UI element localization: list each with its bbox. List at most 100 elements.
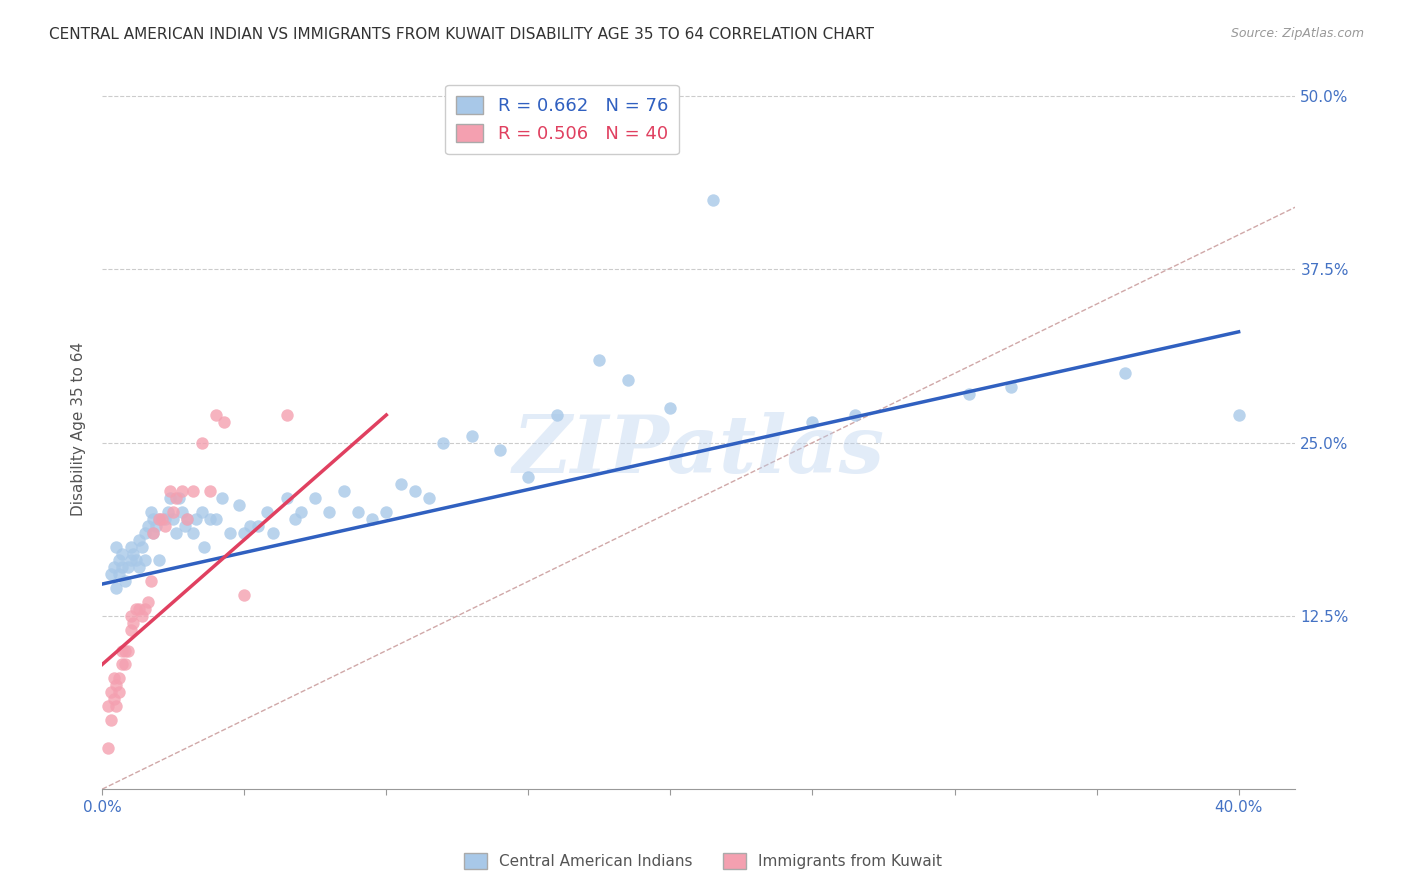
Point — [120, 553, 142, 567]
Point — [1227, 408, 1250, 422]
Y-axis label: Disability Age 35 to 64: Disability Age 35 to 64 — [72, 342, 86, 516]
Point — [108, 685, 131, 699]
Point — [125, 553, 148, 567]
Point — [108, 553, 131, 567]
Point — [128, 560, 150, 574]
Point — [125, 602, 148, 616]
Point — [173, 519, 195, 533]
Point — [105, 540, 128, 554]
Point — [153, 519, 176, 533]
Point — [128, 533, 150, 547]
Point — [198, 484, 221, 499]
Point — [148, 512, 170, 526]
Point — [418, 491, 440, 505]
Point — [97, 740, 120, 755]
Point — [159, 491, 181, 505]
Point — [142, 512, 165, 526]
Point — [145, 519, 167, 533]
Point — [181, 484, 204, 499]
Point — [148, 512, 170, 526]
Point — [304, 491, 326, 505]
Point — [131, 540, 153, 554]
Point — [117, 643, 139, 657]
Point — [136, 519, 159, 533]
Point — [111, 657, 134, 672]
Point — [114, 574, 136, 589]
Point — [404, 484, 426, 499]
Point — [233, 588, 256, 602]
Point — [193, 540, 215, 554]
Point — [128, 602, 150, 616]
Point — [120, 540, 142, 554]
Point — [120, 623, 142, 637]
Point — [184, 512, 207, 526]
Point — [546, 408, 568, 422]
Point — [100, 713, 122, 727]
Point — [120, 608, 142, 623]
Point — [122, 547, 145, 561]
Point — [142, 525, 165, 540]
Point — [205, 408, 228, 422]
Point — [702, 193, 724, 207]
Point — [332, 484, 354, 499]
Point — [276, 491, 298, 505]
Point — [97, 698, 120, 713]
Point — [103, 671, 125, 685]
Point — [262, 525, 284, 540]
Point — [134, 525, 156, 540]
Point — [276, 408, 298, 422]
Point — [165, 525, 187, 540]
Point — [136, 595, 159, 609]
Text: ZIPatlas: ZIPatlas — [513, 412, 884, 489]
Point — [122, 615, 145, 630]
Point — [318, 505, 340, 519]
Point — [111, 560, 134, 574]
Point — [432, 435, 454, 450]
Point — [105, 698, 128, 713]
Point — [389, 477, 412, 491]
Point — [347, 505, 370, 519]
Point — [117, 560, 139, 574]
Point — [659, 401, 682, 415]
Point — [256, 505, 278, 519]
Point — [460, 429, 482, 443]
Point — [162, 512, 184, 526]
Point — [801, 415, 824, 429]
Point — [957, 387, 980, 401]
Point — [176, 512, 198, 526]
Point — [228, 498, 250, 512]
Point — [190, 505, 212, 519]
Point — [156, 505, 179, 519]
Point — [131, 608, 153, 623]
Point — [214, 415, 236, 429]
Point — [100, 567, 122, 582]
Point — [150, 512, 173, 526]
Text: CENTRAL AMERICAN INDIAN VS IMMIGRANTS FROM KUWAIT DISABILITY AGE 35 TO 64 CORREL: CENTRAL AMERICAN INDIAN VS IMMIGRANTS FR… — [49, 27, 875, 42]
Point — [108, 671, 131, 685]
Point — [108, 567, 131, 582]
Point — [239, 519, 262, 533]
Point — [181, 525, 204, 540]
Point — [148, 553, 170, 567]
Point — [190, 435, 212, 450]
Point — [176, 512, 198, 526]
Point — [375, 505, 398, 519]
Point — [170, 505, 193, 519]
Point — [361, 512, 384, 526]
Point — [111, 547, 134, 561]
Point — [219, 525, 242, 540]
Point — [247, 519, 270, 533]
Point — [139, 574, 162, 589]
Point — [170, 484, 193, 499]
Point — [153, 512, 176, 526]
Point — [111, 643, 134, 657]
Legend: Central American Indians, Immigrants from Kuwait: Central American Indians, Immigrants fro… — [458, 847, 948, 875]
Point — [1114, 367, 1136, 381]
Point — [105, 581, 128, 595]
Point — [517, 470, 540, 484]
Point — [233, 525, 256, 540]
Point — [165, 491, 187, 505]
Point — [114, 657, 136, 672]
Point — [1000, 380, 1022, 394]
Point — [100, 685, 122, 699]
